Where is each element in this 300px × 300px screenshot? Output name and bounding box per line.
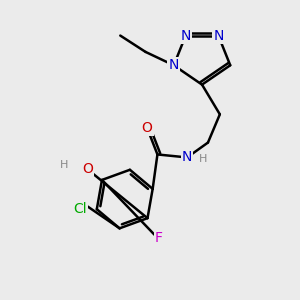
Text: N: N	[181, 28, 191, 43]
Text: O: O	[142, 121, 152, 135]
Text: N: N	[213, 28, 224, 43]
Text: N: N	[182, 150, 192, 164]
Text: H: H	[60, 160, 68, 170]
Text: Cl: Cl	[73, 202, 87, 216]
Text: O: O	[82, 162, 93, 176]
Text: N: N	[169, 58, 179, 72]
Text: H: H	[199, 154, 208, 164]
Text: F: F	[155, 231, 163, 245]
